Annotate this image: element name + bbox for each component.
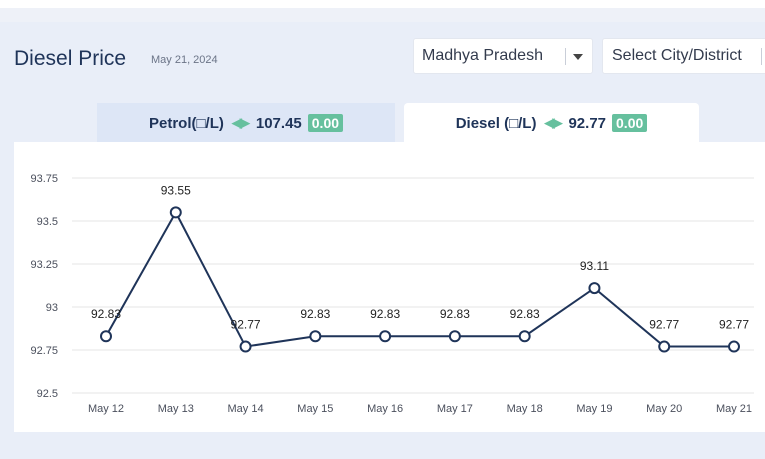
data-label: 92.77	[649, 318, 679, 332]
data-label: 92.83	[300, 307, 330, 321]
y-tick-label: 92.75	[30, 345, 58, 357]
data-point	[379, 330, 392, 343]
page-title: Diesel Price	[14, 47, 127, 70]
select-separator	[761, 48, 762, 65]
price-date: May 21, 2024	[151, 54, 218, 66]
data-point	[309, 330, 322, 343]
tab-diesel-change-badge: 0.00	[612, 114, 648, 132]
data-label: 92.77	[231, 318, 261, 332]
city-select-placeholder: Select City/District	[612, 47, 742, 64]
x-tick-label: May 17	[437, 403, 473, 415]
state-select[interactable]: Madhya Pradesh	[413, 38, 593, 74]
x-tick-label: May 15	[297, 403, 333, 415]
data-label: 92.83	[91, 307, 121, 321]
price-chart-card: 92.5 92.75 93 93.25 93.5 93.75 May 12 May 13 May…	[14, 142, 765, 432]
y-tick-label: 93.5	[37, 216, 58, 228]
x-tick-label: May 16	[367, 403, 403, 415]
x-tick-label: May 19	[576, 403, 612, 415]
state-select-value: Madhya Pradesh	[422, 47, 543, 64]
tab-diesel[interactable]: Diesel (□/L) ◀▶ 92.77 0.00	[404, 103, 699, 143]
data-label: 93.55	[161, 183, 191, 197]
data-point	[448, 330, 461, 343]
city-select[interactable]: Select City/District	[602, 38, 765, 74]
data-label: 92.83	[510, 307, 540, 321]
chevron-down-icon[interactable]	[573, 54, 583, 60]
data-point	[588, 282, 601, 295]
top-bar	[0, 0, 765, 8]
series-line	[105, 210, 734, 348]
x-tick-label: May 20	[646, 403, 682, 415]
y-tick-label: 92.5	[37, 388, 58, 400]
price-line-chart: 92.5 92.75 93 93.25 93.5 93.75 May 12 May 13 May…	[30, 173, 754, 415]
tab-petrol-label: Petrol(□/L)	[148, 114, 224, 132]
x-tick-label: May 14	[228, 403, 264, 415]
y-tick-label: 93.25	[30, 259, 58, 271]
data-point	[100, 330, 112, 343]
x-tick-label: May 12	[88, 403, 124, 415]
data-label: 92.83	[440, 307, 470, 321]
select-separator	[565, 48, 566, 65]
left-right-arrows-icon: ◀▶	[544, 115, 562, 130]
data-label: 92.83	[370, 307, 400, 321]
data-point	[728, 340, 740, 353]
tab-diesel-label: Diesel (□/L)	[455, 114, 537, 132]
data-point	[239, 340, 252, 353]
tab-petrol-change-badge: 0.00	[307, 114, 344, 132]
left-right-arrows-icon: ◀▶	[231, 115, 250, 130]
x-tick-label: May 13	[158, 403, 194, 415]
tab-diesel-price: 92.77	[568, 114, 607, 132]
y-tick-label: 93	[46, 302, 58, 314]
tab-petrol[interactable]: Petrol(□/L) ◀▶ 107.45 0.00	[97, 103, 395, 143]
y-tick-label: 93.75	[30, 173, 58, 185]
data-point	[518, 330, 531, 343]
data-point	[658, 340, 671, 353]
x-tick-label: May 18	[507, 403, 543, 415]
data-point	[169, 206, 182, 219]
data-label: 92.77	[719, 318, 749, 332]
data-label: 93.11	[580, 259, 609, 273]
x-tick-label: May 21	[716, 403, 752, 415]
tab-petrol-price: 107.45	[255, 114, 302, 132]
